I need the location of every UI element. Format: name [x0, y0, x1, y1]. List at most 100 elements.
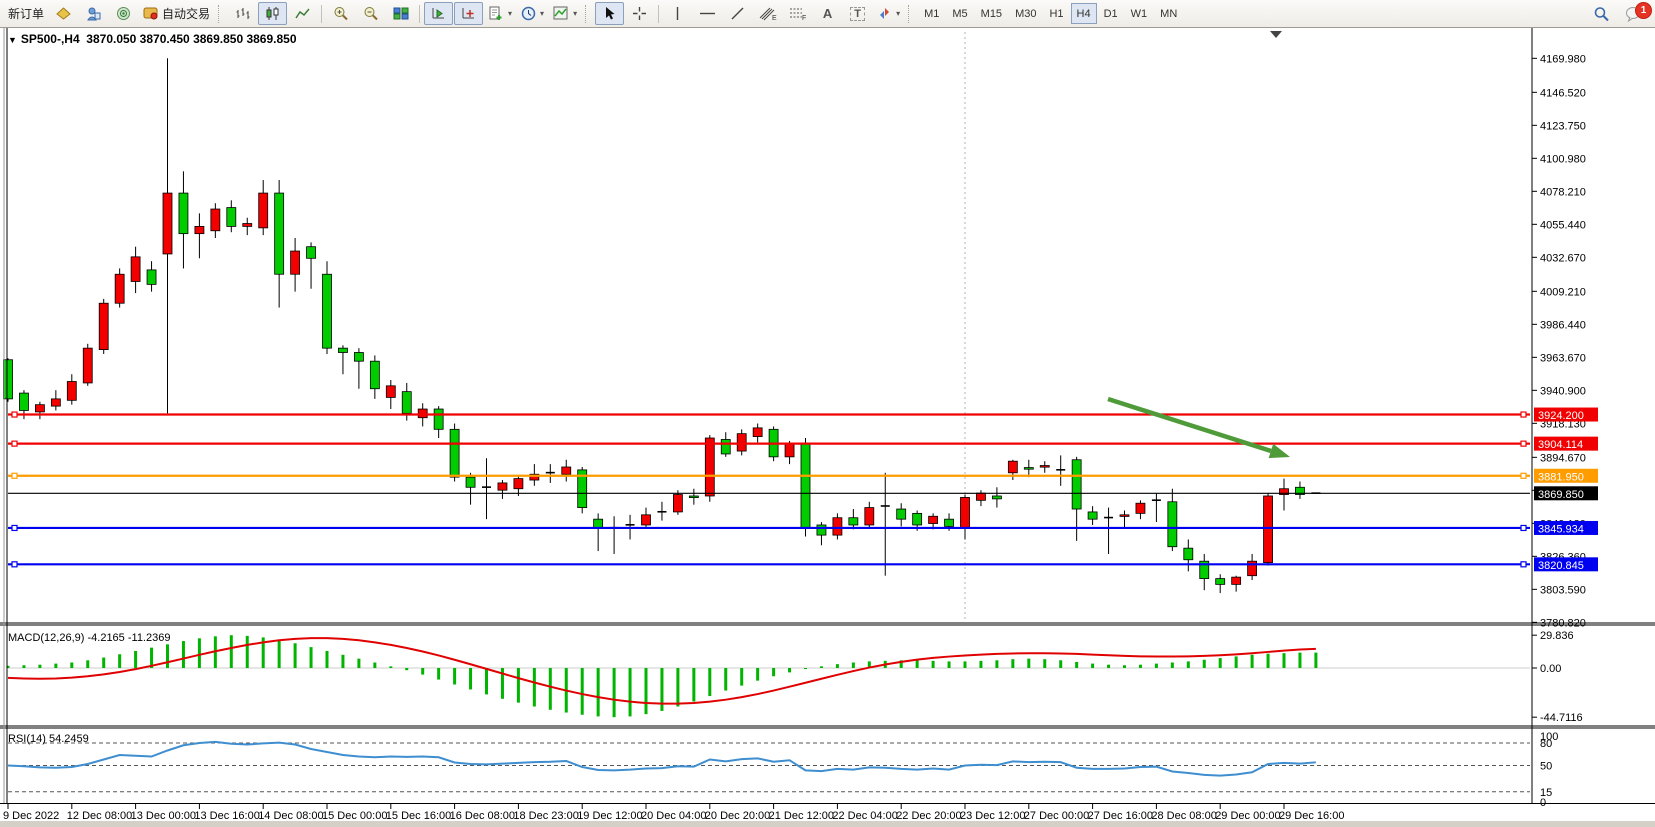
tab-timeframe-w1[interactable]: W1: [1130, 7, 1148, 20]
level-price-badge[interactable]: [1534, 468, 1598, 483]
dropdown-arrow-icon: ▾: [540, 9, 545, 18]
tab-timeframe-mn[interactable]: MN: [1160, 7, 1178, 20]
tile-windows-icon: [393, 6, 409, 21]
line-handle[interactable]: [11, 472, 18, 479]
bar-chart-button[interactable]: [228, 2, 257, 25]
period-button[interactable]: ▾: [517, 2, 548, 25]
indicators-button[interactable]: ▾: [549, 2, 581, 25]
zoom-out-button[interactable]: [356, 2, 385, 25]
search-button[interactable]: [1587, 2, 1616, 25]
horizontal-line-button[interactable]: [693, 2, 722, 25]
price-tick-label: 3803.590: [1540, 584, 1586, 596]
candlestick-chart-button[interactable]: [258, 2, 288, 25]
auto-trading-label: 自动交易: [162, 7, 211, 21]
candle-body: [417, 408, 428, 419]
date-tick-label: 13 Dec 00:00: [131, 810, 196, 821]
trend-arrow-head[interactable]: [1268, 443, 1290, 459]
notifications-button[interactable]: 1: [1617, 2, 1652, 25]
tab-timeframe-m5[interactable]: M5: [952, 7, 968, 20]
bar-chart-icon: [235, 6, 250, 21]
price-tick-label: 4146.520: [1540, 87, 1586, 99]
zoom-in-button[interactable]: [326, 2, 355, 25]
candle-body: [146, 269, 157, 285]
date-tick-label: 28 Dec 08:00: [1151, 810, 1216, 821]
candle-body: [960, 497, 970, 529]
new-order-button[interactable]: 新订单: [4, 2, 48, 25]
candle-body: [1007, 460, 1018, 474]
level-price-badge[interactable]: [1534, 436, 1598, 451]
line-handle[interactable]: [11, 561, 18, 568]
vertical-line-button[interactable]: [663, 2, 692, 25]
line-handle[interactable]: [1520, 440, 1527, 447]
level-price-badge[interactable]: [1534, 520, 1598, 535]
line-handle[interactable]: [1520, 411, 1527, 418]
tab-timeframe-m1[interactable]: M1: [924, 7, 940, 20]
candle-body: [1263, 495, 1273, 564]
shapes-button[interactable]: ▾: [873, 2, 904, 25]
candle-body: [513, 478, 524, 490]
line-chart-button[interactable]: [288, 2, 317, 25]
candle-body: [816, 524, 827, 536]
candle-body: [992, 495, 1002, 500]
price-tick-label: 3986.440: [1540, 319, 1586, 331]
candle-body: [928, 515, 938, 524]
fibonacci-button[interactable]: F: [783, 2, 812, 25]
tab-timeframe-h1[interactable]: H1: [1049, 7, 1064, 20]
tile-windows-button[interactable]: [386, 2, 415, 25]
level-price-badge[interactable]: [1534, 557, 1598, 572]
profile-icon: [56, 6, 71, 21]
date-tick-label: 15 Dec 16:00: [386, 810, 451, 821]
candle-body: [369, 360, 380, 390]
chart-shift-button[interactable]: [454, 2, 484, 25]
text-label-button[interactable]: T: [843, 2, 872, 25]
profile-button[interactable]: [49, 2, 78, 25]
candle-body: [19, 392, 29, 411]
signals-button[interactable]: [109, 2, 138, 25]
line-handle[interactable]: [1520, 472, 1527, 479]
line-handle[interactable]: [1520, 561, 1527, 568]
svg-text:E: E: [772, 15, 777, 21]
candle-body: [258, 192, 269, 229]
autoscroll-icon: [431, 6, 446, 21]
date-tick-label: 29 Dec 16:00: [1279, 810, 1344, 821]
new-chart-button[interactable]: ▾: [484, 2, 516, 25]
price-chart[interactable]: 4169.980 4146.520 4123.750 4100.980 4078.210…: [0, 28, 1655, 821]
line-handle[interactable]: [1520, 524, 1527, 532]
candle-body: [178, 192, 189, 235]
market-watch-button[interactable]: [79, 2, 108, 25]
candle-body: [1215, 578, 1226, 585]
price-tick-label: 4078.210: [1540, 186, 1586, 198]
search-icon: [1593, 6, 1610, 22]
tab-timeframe-d1[interactable]: D1: [1103, 7, 1118, 20]
channel-icon: E: [759, 6, 777, 21]
chart-shift-marker[interactable]: [1270, 31, 1282, 38]
tab-timeframe-m30[interactable]: M30: [1015, 7, 1037, 20]
level-price-badge[interactable]: [1534, 407, 1598, 422]
line-handle[interactable]: [11, 524, 18, 532]
rsi-axis-label: 80: [1540, 738, 1552, 750]
candle-body: [896, 508, 907, 520]
notification-badge: 1: [1635, 2, 1652, 19]
macd-axis-label: 0.00: [1540, 663, 1561, 675]
trendline-button[interactable]: [723, 2, 752, 25]
level-price-badge-text: 3845.934: [1538, 523, 1584, 535]
auto-trading-button[interactable]: 自动交易: [139, 2, 214, 25]
text-tool-button[interactable]: A: [813, 2, 842, 25]
tab-timeframe-h4[interactable]: H4: [1070, 3, 1097, 24]
cursor-button[interactable]: [595, 2, 625, 25]
autoscroll-button[interactable]: [424, 2, 454, 25]
level-price-badge[interactable]: [1534, 486, 1598, 501]
crosshair-button[interactable]: [625, 2, 654, 25]
line-handle[interactable]: [11, 440, 18, 447]
line-handle[interactable]: [11, 411, 18, 418]
horizontal-line-icon: [699, 6, 716, 21]
macd-axis-label: -44.7116: [1540, 712, 1583, 724]
candles-layer: [3, 58, 1321, 594]
date-tick-label: 22 Dec 04:00: [832, 810, 897, 821]
trend-arrow[interactable]: [1107, 396, 1272, 454]
tab-timeframe-m15[interactable]: M15: [980, 7, 1003, 20]
candle-body: [210, 208, 221, 232]
candle-body: [944, 518, 954, 527]
candle-body: [688, 495, 699, 498]
channel-button[interactable]: E: [753, 2, 782, 25]
